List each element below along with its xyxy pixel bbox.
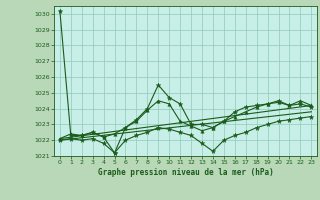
X-axis label: Graphe pression niveau de la mer (hPa): Graphe pression niveau de la mer (hPa) (98, 168, 274, 177)
